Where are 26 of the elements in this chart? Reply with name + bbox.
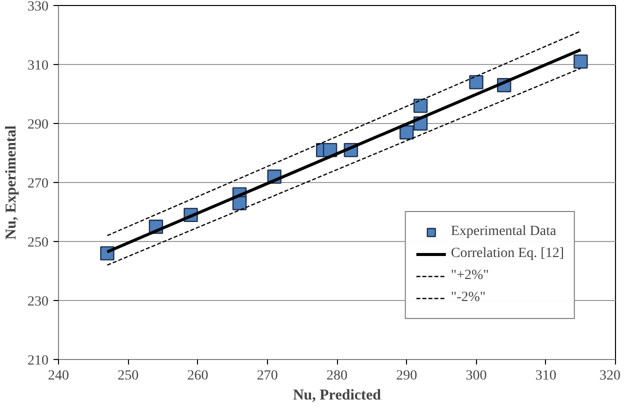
y-tick-label: 310 bbox=[28, 58, 48, 74]
y-tick-label: 330 bbox=[28, 0, 48, 14]
x-tick-label: 300 bbox=[466, 368, 487, 384]
y-tick-label: 210 bbox=[28, 354, 48, 368]
legend-label: "-2%" bbox=[450, 290, 486, 306]
point bbox=[400, 125, 414, 140]
y-tick-label: 290 bbox=[28, 118, 48, 132]
y-tick-label: 270 bbox=[28, 176, 48, 192]
x-tick-label: 250 bbox=[118, 368, 139, 384]
x-tick-label: 260 bbox=[187, 368, 208, 384]
x-axis-title: Nu, Predicted bbox=[292, 388, 382, 404]
point bbox=[469, 75, 484, 90]
y-axis-title: Nu, Experimental bbox=[4, 125, 20, 240]
y-tick-label: 250 bbox=[28, 236, 48, 250]
x-tick-label: 280 bbox=[326, 368, 348, 384]
legend-label: Correlation Eq. [12] bbox=[450, 246, 564, 262]
point bbox=[413, 98, 428, 113]
x-tick-label: 310 bbox=[535, 368, 556, 384]
legend-label: Experimental Data bbox=[450, 224, 556, 240]
legend-label: "+2%" bbox=[450, 268, 489, 284]
x-tick-label: 320 bbox=[600, 368, 620, 384]
x-tick-label: 240 bbox=[48, 368, 69, 384]
x-tick-label: 270 bbox=[256, 368, 278, 384]
x-tick-label: 290 bbox=[396, 368, 418, 384]
y-tick-label: 230 bbox=[28, 294, 48, 310]
point bbox=[574, 54, 588, 69]
